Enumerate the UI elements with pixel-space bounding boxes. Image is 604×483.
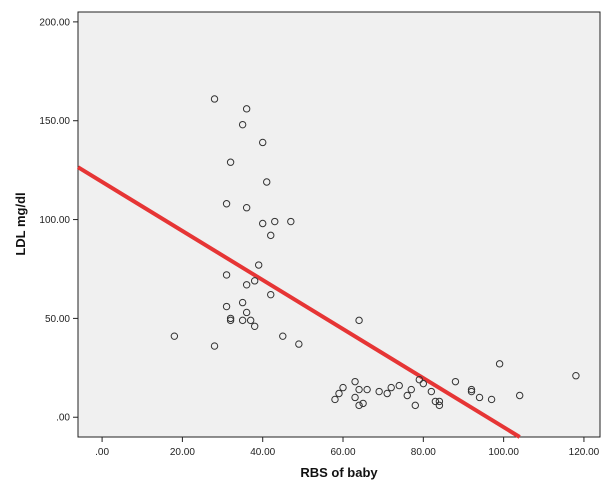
- data-point: [210, 342, 219, 350]
- plot-area: [77, 11, 601, 438]
- data-point: [375, 387, 383, 396]
- data-point: [238, 120, 247, 129]
- data-point: [254, 261, 263, 269]
- data-point: [467, 387, 476, 396]
- data-point: [335, 389, 343, 398]
- data-point: [411, 401, 419, 410]
- data-point: [250, 322, 259, 331]
- y-tick-label: 100.00: [39, 215, 70, 226]
- data-point: [226, 316, 235, 325]
- data-point: [395, 381, 403, 390]
- y-tick-label: 150.00: [39, 116, 70, 127]
- data-point: [355, 385, 363, 394]
- data-point: [242, 308, 251, 317]
- data-point: [210, 95, 219, 103]
- data-point: [242, 105, 251, 113]
- data-point: [435, 397, 444, 406]
- data-point: [355, 316, 363, 325]
- y-axis-ticks: .00 50.00 100.00 150.00 200.00: [39, 17, 78, 424]
- x-tick-label: 80.00: [411, 447, 436, 458]
- data-point: [572, 372, 580, 380]
- data-point: [351, 377, 359, 386]
- data-point: [222, 302, 231, 311]
- data-point: [287, 217, 295, 226]
- data-point: [222, 200, 231, 208]
- data-point: [226, 314, 235, 323]
- fit-line-layer: [76, 165, 521, 439]
- data-point: [415, 375, 424, 384]
- y-tick-label: .00: [56, 413, 70, 424]
- data-point: [259, 138, 267, 147]
- data-point: [467, 385, 476, 394]
- y-tick-label: 50.00: [45, 314, 70, 325]
- y-axis-title: LDL mg/dl: [13, 192, 28, 255]
- data-point: [267, 290, 275, 299]
- x-tick-label: 60.00: [330, 447, 355, 458]
- data-point: [259, 219, 267, 228]
- data-point: [407, 385, 415, 394]
- data-point: [339, 383, 347, 392]
- data-point: [246, 316, 255, 325]
- x-tick-label: .00: [95, 447, 109, 458]
- data-point: [170, 332, 179, 340]
- data-points: [170, 95, 580, 410]
- data-point: [222, 271, 231, 279]
- data-point: [271, 217, 279, 226]
- data-point: [279, 332, 287, 340]
- data-point: [355, 401, 363, 410]
- data-point: [387, 383, 395, 392]
- data-point: [263, 178, 271, 186]
- data-point: [242, 203, 251, 212]
- data-point: [238, 316, 247, 325]
- data-point: [250, 277, 259, 285]
- data-point: [383, 389, 391, 398]
- data-point: [359, 399, 367, 408]
- data-point: [435, 401, 444, 410]
- data-point: [363, 385, 371, 394]
- x-tick-label: 120.00: [569, 447, 600, 458]
- data-point: [427, 387, 436, 396]
- data-point: [419, 379, 428, 388]
- data-point: [475, 393, 484, 402]
- data-point: [295, 340, 303, 348]
- data-point: [451, 377, 460, 386]
- y-tick-label: 200.00: [39, 17, 70, 28]
- data-point: [267, 231, 275, 240]
- data-point: [351, 393, 359, 402]
- x-axis-title: RBS of baby: [300, 465, 378, 480]
- data-point: [431, 397, 440, 406]
- x-axis-ticks: .00 20.00 40.00 60.00 80.00 100.00 120.00: [95, 437, 600, 458]
- x-tick-label: 40.00: [250, 447, 275, 458]
- data-point: [226, 158, 235, 166]
- regression-line: [76, 165, 521, 439]
- x-tick-label: 100.00: [488, 447, 519, 458]
- data-point: [331, 395, 339, 404]
- data-point: [403, 391, 411, 400]
- data-point: [487, 395, 496, 404]
- data-point: [495, 360, 504, 368]
- data-point: [242, 281, 251, 289]
- data-point: [515, 391, 524, 400]
- x-tick-label: 20.00: [170, 447, 195, 458]
- data-point: [238, 298, 247, 307]
